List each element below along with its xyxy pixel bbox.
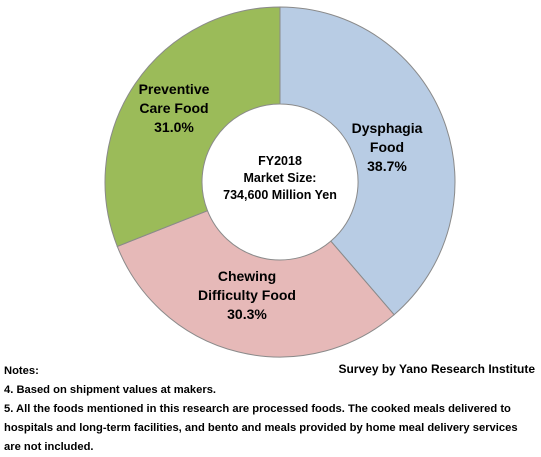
donut-chart: Dysphagia Food 38.7% Chewing Difficulty Food…: [104, 6, 456, 358]
note-5: 5. All the foods mentioned in this resea…: [4, 403, 518, 453]
source-credit: Survey by Yano Research Institute: [338, 362, 535, 376]
notes-heading: Notes:: [4, 365, 39, 377]
slice-label-1: Chewing Difficulty Food 30.3%: [198, 268, 296, 322]
center-label: FY2018 Market Size: 734,600 Million Yen: [223, 154, 337, 202]
slice-2: [104, 6, 281, 248]
slice-1: [116, 210, 395, 358]
slice-label-2: Preventive Care Food 31.0%: [139, 81, 210, 135]
notes-block: Notes: 4. Based on shipment values at ma…: [4, 362, 534, 457]
slice-0: [279, 6, 456, 316]
note-4: 4. Based on shipment values at makers.: [4, 384, 217, 396]
slice-label-0: Dysphagia Food 38.7%: [352, 120, 423, 174]
